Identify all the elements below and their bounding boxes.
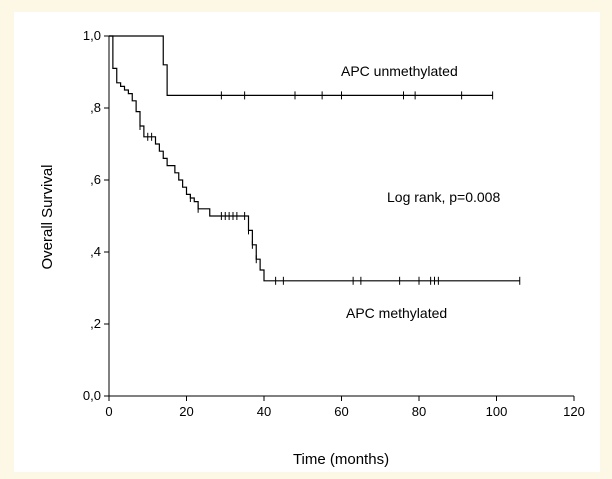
x-tick-label: 120	[563, 404, 585, 419]
annotation-apc-unmethylated: APC unmethylated	[341, 63, 458, 79]
chart-panel: 0 20 40 60 80 100 120 0,0 ,2 ,4 ,6 ,8 1,0 APC unmet…	[14, 12, 600, 472]
y-tick-label: ,4	[90, 244, 101, 259]
y-tick-label: ,6	[90, 172, 101, 187]
y-axis-label: Overall Survival	[39, 164, 56, 269]
x-axis-label: Time (months)	[293, 451, 389, 468]
y-tick-label: ,2	[90, 316, 101, 331]
x-ticks: 0 20 40 60 80 100 120	[105, 396, 585, 419]
x-tick-label: 80	[412, 404, 426, 419]
x-tick-label: 20	[179, 404, 193, 419]
x-tick-label: 0	[105, 404, 112, 419]
x-tick-label: 40	[257, 404, 271, 419]
y-ticks: 0,0 ,2 ,4 ,6 ,8 1,0	[83, 28, 109, 403]
y-tick-label: 1,0	[83, 28, 101, 43]
survival-curve-apc-methylated	[109, 35, 520, 282]
annotation-log-rank: Log rank, p=0.008	[387, 189, 500, 205]
y-tick-label: ,8	[90, 100, 101, 115]
axes	[108, 36, 574, 397]
x-tick-label: 100	[486, 404, 508, 419]
y-tick-label: 0,0	[83, 388, 101, 403]
annotation-apc-methylated: APC methylated	[346, 305, 447, 321]
survival-chart: 0 20 40 60 80 100 120 0,0 ,2 ,4 ,6 ,8 1,0 APC unmet…	[39, 28, 585, 468]
x-tick-label: 60	[334, 404, 348, 419]
series-group	[109, 35, 521, 285]
